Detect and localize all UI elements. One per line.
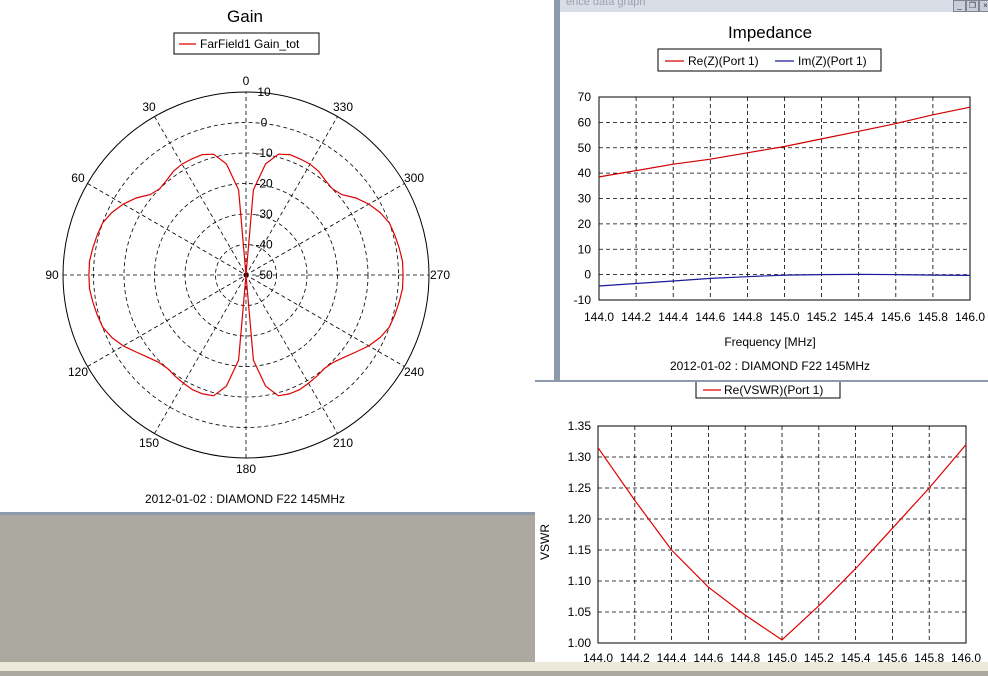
- gain-title: Gain: [227, 7, 263, 26]
- vswr-ytick-label: 1.15: [568, 543, 592, 557]
- minimize-button[interactable]: _: [953, 0, 966, 12]
- impedance-xtick-label: 144.6: [695, 310, 725, 324]
- impedance-ytick-label: 40: [578, 166, 592, 180]
- impedance-ytick-label: 60: [578, 115, 592, 129]
- impedance-xtick-label: 144.4: [658, 310, 688, 324]
- impedance-xlabel: Frequency [MHz]: [724, 335, 815, 349]
- impedance-legend-box: [657, 48, 882, 72]
- gain-angle-label: 210: [333, 436, 353, 450]
- gain-radial-label: -40: [255, 238, 273, 252]
- vswr-ytick-label: 1.10: [568, 574, 592, 588]
- gain-angle-label: 270: [430, 268, 450, 282]
- impedance-xtick-label: 144.8: [732, 310, 762, 324]
- vswr-xtick-label: 145.8: [914, 651, 944, 665]
- impedance-xtick-label: 144.2: [621, 310, 651, 324]
- gain-angle-label: 90: [45, 268, 59, 282]
- vswr-tick-labels: 144.0 144.2 144.4 144.6 144.8 145.0 145.2 145.4…: [568, 419, 982, 665]
- vswr-xtick-label: 145.0: [767, 651, 797, 665]
- gain-window: Gain FarField1 Gain_tot 0 30 60 90 120 150 180…: [0, 0, 557, 515]
- vswr-xtick-label: 144.4: [657, 651, 687, 665]
- impedance-ytick-label: 10: [578, 242, 592, 256]
- impedance-legend-im: Im(Z)(Port 1): [798, 54, 867, 68]
- impedance-ytick-label: 70: [578, 90, 592, 104]
- vswr-xtick-label: 144.6: [693, 651, 723, 665]
- gain-angle-label: 150: [139, 436, 159, 450]
- impedance-chart: Impedance Re(Z)(Port 1) Im(Z)(Port 1) 14…: [574, 23, 986, 373]
- impedance-tick-labels: 144.0 144.2 144.4 144.6 144.8 145.0 145.2 145.4…: [574, 90, 986, 324]
- vswr-grid: [597, 425, 967, 644]
- gain-angle-label: 60: [71, 171, 85, 185]
- impedance-xtick-label: 146.0: [955, 310, 985, 324]
- status-strip: [0, 662, 988, 671]
- gain-legend-box: [173, 32, 320, 55]
- gain-polar-chart: Gain FarField1 Gain_tot 0 30 60 90 120 150 180…: [45, 7, 450, 506]
- vswr-ytick-label: 1.35: [568, 419, 592, 433]
- gain-radial-label: -10: [255, 146, 273, 160]
- impedance-re-line: [598, 106, 971, 178]
- vswr-xtick-label: 145.2: [804, 651, 834, 665]
- gain-radial-label: -50: [255, 268, 273, 282]
- vswr-xtick-label: 145.4: [841, 651, 871, 665]
- vswr-xtick-label: 145.6: [877, 651, 907, 665]
- gain-trace: [88, 153, 404, 397]
- impedance-im-line: [598, 273, 971, 287]
- gain-angle-label: 240: [404, 365, 424, 379]
- impedance-grid: [598, 96, 971, 301]
- vswr-chart: Re(VSWR)(Port 1) VSWR 144.0 144.2 144.4 144…: [538, 379, 982, 665]
- vswr-line: [597, 444, 967, 641]
- vswr-xtick-label: 144.0: [583, 651, 613, 665]
- vswr-ytick-label: 1.30: [568, 450, 592, 464]
- gain-angle-label: 180: [236, 462, 256, 476]
- restore-button[interactable]: ❐: [966, 0, 979, 12]
- gain-angle-label: 0: [243, 74, 250, 88]
- impedance-title: Impedance: [728, 23, 812, 42]
- gain-radial-label: 10: [257, 85, 271, 99]
- impedance-xtick-label: 145.6: [881, 310, 911, 324]
- impedance-ytick-label: -10: [574, 293, 592, 307]
- close-button[interactable]: ×: [979, 0, 988, 12]
- impedance-xtick-label: 145.0: [769, 310, 799, 324]
- gain-legend-label: FarField1 Gain_tot: [200, 37, 300, 51]
- impedance-footer: 2012-01-02 : DIAMOND F22 145MHz: [670, 359, 870, 373]
- gain-angle-label: 330: [333, 100, 353, 114]
- vswr-ytick-label: 1.00: [568, 636, 592, 650]
- vswr-xtick-label: 144.2: [620, 651, 650, 665]
- vswr-ylabel: VSWR: [538, 524, 552, 560]
- impedance-window: ence data graph _ ❐ × Impedance Re(Z)(Po…: [557, 0, 988, 380]
- impedance-ytick-label: 50: [578, 141, 592, 155]
- vswr-ytick-label: 1.05: [568, 605, 592, 619]
- vswr-ytick-label: 1.25: [568, 481, 592, 495]
- gain-axis-labels: 0 30 60 90 120 150 180 210 240 270 300 330 10 0 -10 -20…: [45, 74, 450, 476]
- impedance-xtick-label: 145.2: [807, 310, 837, 324]
- impedance-ytick-label: 20: [578, 217, 592, 231]
- vswr-legend-label: Re(VSWR)(Port 1): [724, 383, 823, 397]
- vswr-ytick-label: 1.20: [568, 512, 592, 526]
- vswr-xtick-label: 146.0: [951, 651, 981, 665]
- impedance-ytick-label: 30: [578, 192, 592, 206]
- gain-radial-label: 0: [261, 116, 268, 130]
- impedance-window-titlebar: ence data graph _ ❐ ×: [560, 0, 988, 12]
- impedance-xtick-label: 145.8: [918, 310, 948, 324]
- vswr-window: Re(VSWR)(Port 1) VSWR 144.0 144.2 144.4 144…: [535, 379, 988, 671]
- gain-footer: 2012-01-02 : DIAMOND F22 145MHz: [145, 492, 345, 506]
- gain-angle-label: 300: [404, 171, 424, 185]
- impedance-window-title: ence data graph: [566, 0, 646, 8]
- impedance-legend-re: Re(Z)(Port 1): [688, 54, 759, 68]
- gain-radial-label: -30: [255, 207, 273, 221]
- gain-angle-label: 30: [142, 100, 156, 114]
- gain-radial-label: -20: [255, 177, 273, 191]
- impedance-xtick-label: 144.0: [584, 310, 614, 324]
- impedance-ytick-label: 0: [584, 268, 591, 282]
- impedance-xtick-label: 145.4: [844, 310, 874, 324]
- gain-angle-label: 120: [68, 365, 88, 379]
- vswr-xtick-label: 144.8: [730, 651, 760, 665]
